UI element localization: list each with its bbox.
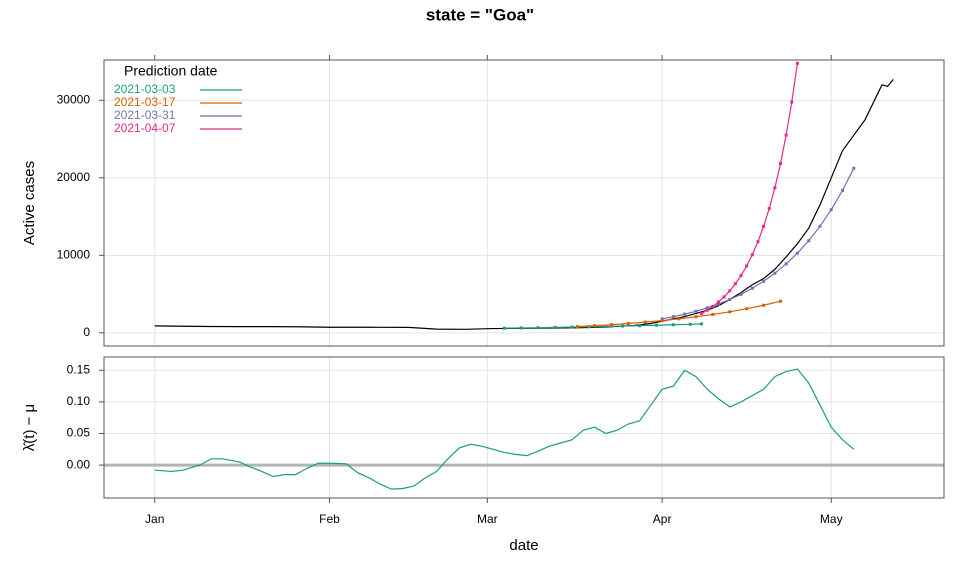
y-tick-label: 0.00 [67, 457, 91, 471]
point [767, 207, 771, 211]
legend-label: 2021-04-07 [114, 121, 176, 135]
y-tick-label: 0.10 [67, 394, 91, 408]
point [728, 297, 732, 301]
point [852, 166, 856, 170]
point [779, 299, 783, 303]
point [739, 274, 743, 278]
panel: 0 10000 20000 30000 Active cases Prediction d… [21, 55, 945, 347]
point [750, 286, 754, 290]
point [733, 282, 737, 286]
point [711, 304, 715, 308]
point [728, 310, 732, 314]
point [700, 322, 704, 326]
series-line [154, 368, 855, 490]
point [502, 326, 506, 330]
point [694, 309, 698, 313]
x-axis-label: date [509, 537, 538, 554]
point [626, 322, 630, 326]
point [818, 224, 822, 228]
x-tick-label: May [820, 512, 843, 526]
point [711, 312, 715, 316]
point [784, 262, 788, 266]
point [790, 100, 794, 104]
y-tick-label: 20000 [57, 170, 91, 184]
point [683, 312, 687, 316]
x-tick-label: Mar [477, 512, 498, 526]
point [621, 324, 625, 328]
plot-area [154, 61, 894, 330]
point [671, 315, 675, 319]
x-tick-label: Feb [319, 512, 340, 526]
point [739, 292, 743, 296]
point [536, 326, 540, 330]
point [587, 325, 591, 329]
series-line [662, 167, 855, 320]
point [762, 279, 766, 283]
point [773, 271, 777, 275]
legend-title: Prediction date [124, 63, 218, 79]
point [807, 239, 811, 243]
x-tick-label: Jan [145, 512, 164, 526]
y-axis-label: Active cases [21, 161, 38, 245]
point [671, 323, 675, 327]
point [773, 186, 777, 190]
series-line [577, 300, 781, 328]
point [592, 324, 596, 328]
point [784, 133, 788, 137]
series-line [701, 63, 799, 314]
point [745, 307, 749, 311]
point [705, 308, 709, 312]
point [643, 320, 647, 324]
y-axis-label: λ̂(t) − μ [21, 404, 38, 451]
y-tick-label: 0.15 [67, 362, 91, 376]
plot-frame [103, 356, 945, 499]
point [795, 61, 799, 65]
point [638, 324, 642, 328]
chart-title: state = "Goa" [426, 5, 534, 24]
point [716, 302, 720, 306]
point [745, 264, 749, 268]
point [604, 324, 608, 328]
point [576, 325, 580, 329]
x-tick-label: Apr [653, 512, 672, 526]
point [841, 188, 845, 192]
point [705, 306, 709, 310]
point [519, 326, 523, 330]
plot-area [154, 368, 855, 490]
point [700, 311, 704, 315]
y-tick-label: 0 [83, 325, 90, 339]
point [688, 322, 692, 326]
point [750, 253, 754, 257]
panel: 0.00 0.05 0.10 0.15 λ̂(t) − μ Jan Feb Mar Apr May… [21, 356, 945, 554]
point [762, 224, 766, 228]
point [756, 240, 760, 244]
y-tick-label: 30000 [57, 92, 91, 106]
point [609, 323, 613, 327]
series-line [154, 78, 894, 330]
point [694, 315, 698, 319]
point [722, 295, 726, 299]
point [570, 325, 574, 329]
legend-label: 2021-03-31 [114, 108, 176, 122]
point [716, 300, 720, 304]
plot-frame [103, 59, 945, 347]
point [553, 325, 557, 329]
point [677, 317, 681, 321]
point [762, 303, 766, 307]
point [654, 323, 658, 327]
y-tick-label: 0.05 [67, 426, 91, 440]
point [779, 161, 783, 165]
point [660, 317, 664, 321]
point [795, 251, 799, 255]
point [829, 208, 833, 212]
point [728, 289, 732, 293]
y-tick-label: 10000 [57, 247, 91, 261]
point [660, 319, 664, 323]
legend-label: 2021-03-17 [114, 95, 176, 109]
legend-label: 2021-03-03 [114, 82, 176, 96]
